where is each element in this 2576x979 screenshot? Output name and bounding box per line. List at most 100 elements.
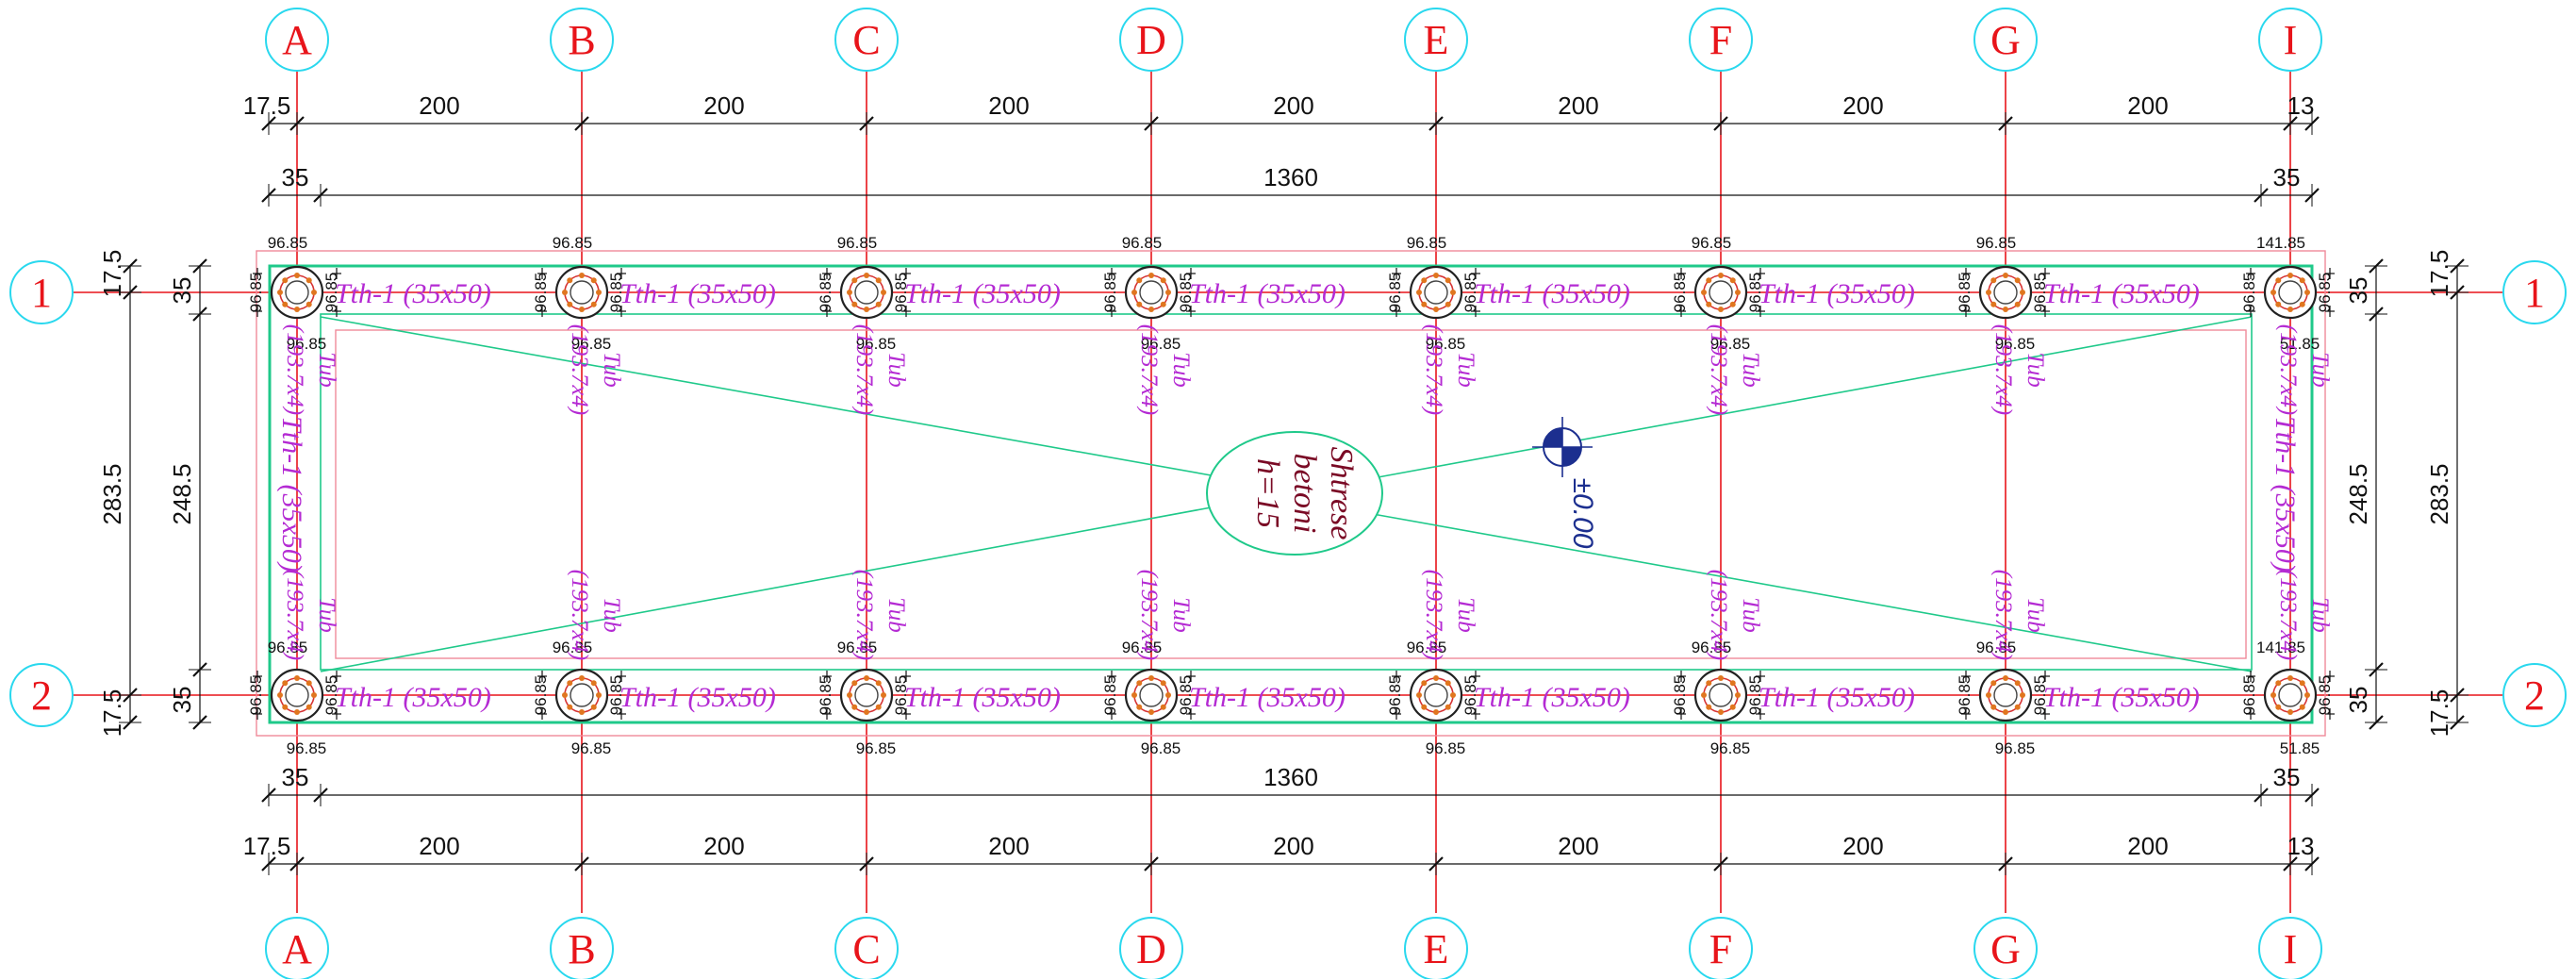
pile-level: 96.85: [1692, 639, 1732, 656]
rebar: [590, 704, 597, 710]
slab-diagonal: [1372, 513, 2253, 672]
beam-label: Tth-1 (35x50): [904, 278, 1061, 309]
pile: [1107, 668, 1196, 722]
rebar: [294, 273, 300, 278]
dim-text: 35: [282, 163, 309, 191]
rebar: [590, 680, 597, 687]
pipe-label: (193.7x4): [567, 324, 592, 416]
pipe-label: Tub: [1168, 597, 1194, 633]
rebar: [282, 301, 289, 307]
outer-boundary: [256, 250, 2326, 737]
pile-level: 96.85: [1141, 739, 1181, 757]
pile: [1676, 265, 1765, 320]
dim-text: 17.5: [98, 250, 126, 298]
rebar: [1706, 301, 1712, 307]
beam-label: Tth-1 (35x50): [1189, 682, 1346, 713]
rebar: [567, 680, 573, 687]
rebar: [277, 290, 283, 295]
rebar: [1160, 704, 1166, 710]
pile-core: [1139, 280, 1164, 305]
rebar: [875, 301, 882, 307]
rebar: [1433, 273, 1439, 278]
pile: [2246, 668, 2335, 722]
beam-label: Tth-1 (35x50): [619, 682, 776, 713]
rebar: [2287, 709, 2293, 715]
axis-bubble: [2502, 260, 2567, 324]
rebar: [1706, 704, 1712, 710]
axis-bubble: [1404, 917, 1468, 979]
axis-label: 1: [31, 270, 52, 316]
dim-text: 35: [168, 277, 196, 305]
rebar: [1990, 704, 1997, 710]
pile-level-side: 96.85: [2316, 273, 2334, 313]
dim-text: 17.5: [98, 689, 126, 738]
rebar: [2287, 273, 2293, 278]
rebar: [579, 273, 585, 278]
dim-text: 1360: [1263, 763, 1318, 791]
pile-level-side: 96.85: [892, 675, 910, 716]
dim-text: 13: [2287, 832, 2315, 860]
dim-text: 200: [2127, 91, 2168, 120]
pipe-label: Tub: [1168, 352, 1194, 388]
axis-label: A: [282, 17, 312, 63]
rebar: [2304, 692, 2310, 698]
axis-label: D: [1136, 926, 1166, 972]
pile-core: [1993, 280, 2018, 305]
pile-level-side: 96.85: [1671, 273, 1689, 313]
rebar: [579, 709, 585, 715]
slab-outline: [335, 329, 2247, 659]
pipe-label: Tub: [883, 352, 909, 388]
rebar: [881, 692, 886, 698]
rebar: [2287, 675, 2293, 681]
rebar: [294, 307, 300, 312]
pipe-label: Tub: [2307, 597, 2333, 633]
pipe-label: (193.7x4): [1990, 570, 2016, 661]
rebar: [305, 704, 312, 710]
pile-level-side: 96.85: [322, 675, 340, 716]
pile-level: 96.85: [1976, 234, 2017, 252]
pile-level: 96.85: [1426, 335, 1466, 353]
beam-label: Tth-1 (35x50): [1189, 278, 1346, 309]
pipe-label: Tub: [2023, 597, 2048, 633]
pile-level-side: 96.85: [247, 273, 265, 313]
rebar: [1450, 290, 1456, 295]
labels: A A B B C C D D E E F F G G I I 1 1 2 2 96.85 96.85 96.85 96.85…: [9, 8, 2567, 979]
pile-level: 96.85: [287, 739, 327, 757]
rebar: [2014, 301, 2021, 307]
pile-level-side: 96.85: [2031, 675, 2049, 716]
rebar: [305, 301, 312, 307]
dim-text: 200: [419, 91, 459, 120]
rebar: [864, 307, 869, 312]
rebar: [579, 307, 585, 312]
rebar: [847, 692, 852, 698]
dim-text: 248.5: [168, 463, 196, 524]
dim-text: 35: [2273, 163, 2301, 191]
rebar: [2003, 273, 2008, 278]
slab-diagonal: [320, 316, 1217, 477]
rebar: [1421, 704, 1428, 710]
dim-text: 17.5: [2425, 250, 2453, 298]
rebar: [1136, 277, 1143, 284]
dimension-lines: 17.5 200 200 200 200 200 200 200 13 35 1360 35 35 136…: [98, 91, 2469, 875]
rebar: [1445, 301, 1451, 307]
rebar: [1729, 680, 1736, 687]
pile-level: 96.85: [837, 639, 878, 656]
beam-label: Tth-1 (35x50): [1759, 278, 1915, 309]
slab-diagonal: [320, 506, 1217, 672]
pile-level: 96.85: [1141, 335, 1181, 353]
pile-level-side: 96.85: [607, 273, 625, 313]
level-mark-text: ±0.00: [1567, 478, 1598, 549]
pile-level: 96.85: [1976, 639, 2017, 656]
dim-text: 200: [988, 832, 1029, 860]
pile-level: 96.85: [856, 335, 897, 353]
pile-level: 96.85: [1995, 739, 2036, 757]
rebar: [596, 290, 602, 295]
pipe-label: Tub: [599, 352, 624, 388]
rebar: [2299, 277, 2305, 284]
pile-level-side: 96.85: [532, 675, 550, 716]
pile-core: [1139, 683, 1164, 707]
dim-text: 17.5: [2425, 689, 2453, 738]
pipe-label: Tub: [2023, 352, 2048, 388]
beam-inner-edge: [320, 313, 2253, 671]
pile-level: 96.85: [268, 234, 308, 252]
